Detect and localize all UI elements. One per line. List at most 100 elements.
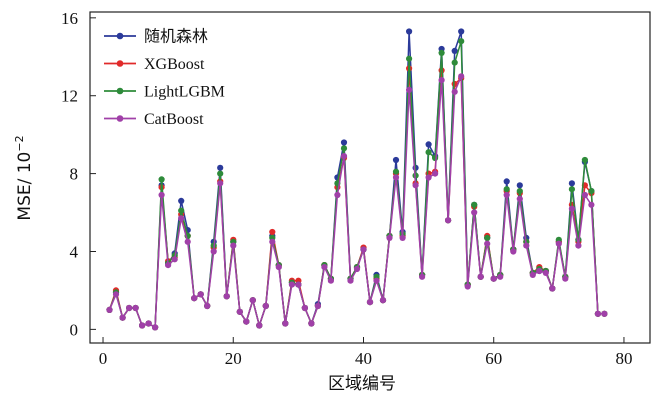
data-point <box>178 215 185 222</box>
x-tick-label: 0 <box>99 349 108 368</box>
data-point <box>568 186 576 193</box>
data-point <box>549 285 556 292</box>
data-point <box>132 304 139 312</box>
data-point <box>230 242 237 249</box>
data-point <box>145 320 152 327</box>
data-point <box>490 275 497 282</box>
x-axis-title: 区域编号 <box>328 374 396 394</box>
data-point <box>581 191 589 199</box>
y-axis-title-base: MSE/ 10 <box>15 152 35 221</box>
data-point <box>262 302 269 310</box>
data-point <box>601 310 608 317</box>
data-point <box>152 324 159 331</box>
data-point <box>406 28 413 35</box>
data-point <box>165 262 172 269</box>
x-tick-label: 20 <box>225 349 242 368</box>
data-point <box>295 281 302 288</box>
data-point <box>425 149 432 156</box>
legend: 随机森林 XGBoost LightLGBM CatBoost <box>104 27 225 128</box>
data-point <box>568 205 576 212</box>
series-1 <box>106 28 608 331</box>
data-point <box>516 182 523 189</box>
data-point <box>542 269 549 276</box>
data-point <box>308 320 315 327</box>
data-point <box>458 38 465 45</box>
plot-frame <box>89 11 651 344</box>
data-point <box>392 156 400 164</box>
series-3 <box>106 38 608 331</box>
data-point <box>406 86 413 93</box>
x-tick-label: 80 <box>615 349 632 368</box>
data-point <box>425 174 432 181</box>
data-point <box>158 176 165 183</box>
data-point <box>340 145 348 152</box>
data-point <box>392 174 400 181</box>
data-point <box>301 304 308 312</box>
data-point <box>445 217 452 224</box>
data-point <box>581 156 589 164</box>
data-point <box>243 318 250 325</box>
data-point <box>178 207 185 214</box>
data-point <box>360 246 367 253</box>
data-point <box>217 180 224 187</box>
data-point <box>340 153 348 160</box>
y-tick-label: 8 <box>70 165 79 184</box>
data-point <box>412 182 419 189</box>
data-point <box>249 297 256 304</box>
legend-label: 随机森林 <box>144 27 208 46</box>
data-point <box>464 283 471 290</box>
data-point <box>516 188 523 195</box>
legend-item: LightLGBM <box>104 84 225 101</box>
data-point <box>178 197 185 204</box>
data-point <box>327 277 334 284</box>
data-point <box>217 170 224 177</box>
data-point <box>106 306 113 313</box>
data-point <box>425 141 432 148</box>
legend-item: CatBoost <box>104 111 204 128</box>
data-point <box>503 178 510 185</box>
data-point <box>594 310 602 317</box>
data-point <box>184 238 191 245</box>
data-point <box>112 291 120 298</box>
data-point <box>562 275 569 282</box>
legend-marker <box>116 115 124 122</box>
data-point <box>523 242 530 249</box>
data-point <box>269 228 276 236</box>
data-point <box>126 304 133 312</box>
y-tick-label: 0 <box>70 320 79 339</box>
data-point <box>529 271 536 278</box>
data-point <box>536 267 543 275</box>
series-layer <box>106 28 608 331</box>
legend-marker <box>116 87 124 95</box>
data-point <box>158 191 165 199</box>
data-point <box>503 186 510 193</box>
data-point <box>256 322 263 329</box>
data-point <box>575 242 582 249</box>
data-point <box>197 291 204 298</box>
data-point <box>458 73 465 80</box>
axis-ticks: 0 20 40 60 80 0 4 8 12 16 <box>61 9 632 368</box>
y-tick-label: 16 <box>61 9 78 28</box>
data-point <box>373 277 380 284</box>
data-point <box>379 297 387 304</box>
data-point <box>497 273 504 280</box>
data-point <box>484 234 491 241</box>
series-line <box>108 30 605 329</box>
data-point <box>321 264 328 271</box>
data-point <box>334 191 341 199</box>
data-point <box>503 191 510 199</box>
data-point <box>568 180 576 187</box>
data-point <box>516 195 523 202</box>
data-point <box>386 234 393 241</box>
data-point <box>406 55 413 62</box>
data-point <box>217 164 224 171</box>
data-point <box>451 59 458 66</box>
data-point <box>204 302 211 310</box>
legend-item: XGBoost <box>104 56 205 73</box>
data-point <box>458 28 465 35</box>
data-point <box>588 188 595 195</box>
x-tick-label: 60 <box>485 349 502 368</box>
data-point <box>223 293 230 300</box>
data-point <box>353 265 361 273</box>
legend-label: XGBoost <box>144 56 205 73</box>
